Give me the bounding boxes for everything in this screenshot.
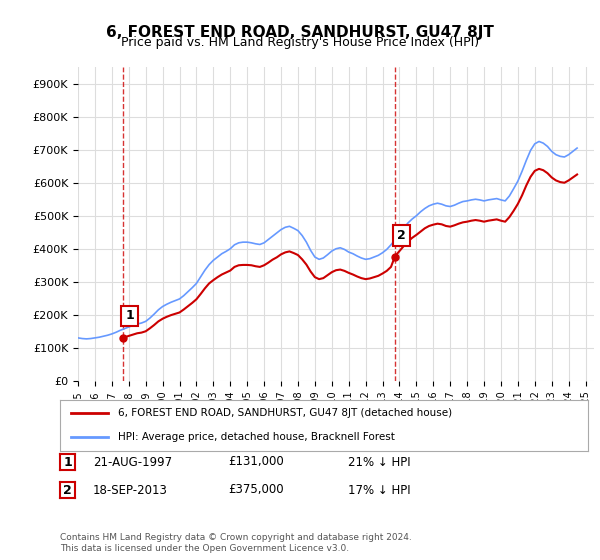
Text: 6, FOREST END ROAD, SANDHURST, GU47 8JT: 6, FOREST END ROAD, SANDHURST, GU47 8JT — [106, 25, 494, 40]
Text: 21% ↓ HPI: 21% ↓ HPI — [348, 455, 410, 469]
Text: £131,000: £131,000 — [228, 455, 284, 469]
Text: 18-SEP-2013: 18-SEP-2013 — [93, 483, 168, 497]
Text: Contains HM Land Registry data © Crown copyright and database right 2024.
This d: Contains HM Land Registry data © Crown c… — [60, 533, 412, 553]
Text: 21-AUG-1997: 21-AUG-1997 — [93, 455, 172, 469]
Text: 17% ↓ HPI: 17% ↓ HPI — [348, 483, 410, 497]
Text: 2: 2 — [397, 229, 406, 242]
Text: 2: 2 — [63, 483, 72, 497]
Text: Price paid vs. HM Land Registry's House Price Index (HPI): Price paid vs. HM Land Registry's House … — [121, 36, 479, 49]
Text: HPI: Average price, detached house, Bracknell Forest: HPI: Average price, detached house, Brac… — [118, 432, 395, 442]
Text: £375,000: £375,000 — [228, 483, 284, 497]
Text: 6, FOREST END ROAD, SANDHURST, GU47 8JT (detached house): 6, FOREST END ROAD, SANDHURST, GU47 8JT … — [118, 408, 452, 418]
Text: 1: 1 — [125, 310, 134, 323]
Text: 1: 1 — [63, 455, 72, 469]
